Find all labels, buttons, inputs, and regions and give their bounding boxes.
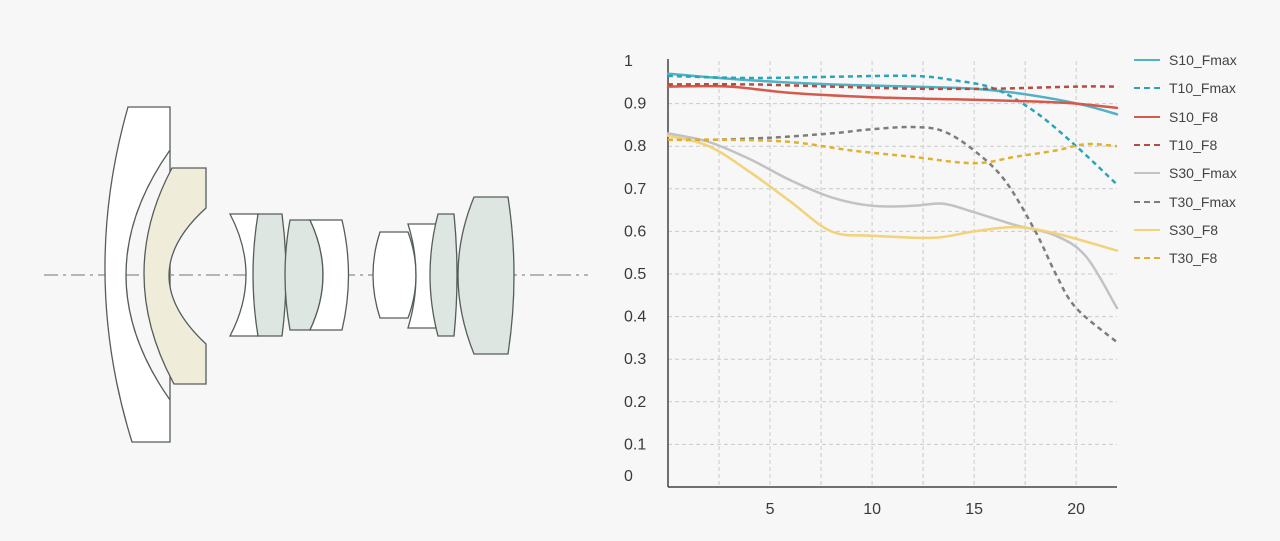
legend-label: T30_Fmax: [1169, 193, 1236, 210]
series-line-s10-fmax: [666, 72, 1119, 116]
y-tick-label: 0.8: [624, 138, 646, 155]
x-tick-label: 20: [1067, 501, 1085, 518]
y-tick-label: 0.4: [624, 309, 646, 326]
lens-element-9: [429, 213, 458, 337]
legend-item-t30-f8: T30_F8: [1134, 244, 1237, 272]
y-tick-label: 0.2: [624, 394, 646, 411]
legend-label: T10_Fmax: [1169, 80, 1236, 97]
chart-axes: [667, 59, 1117, 488]
y-tick-label: 0.1: [624, 436, 646, 453]
legend-label: S10_F8: [1169, 108, 1219, 125]
legend-label: T30_F8: [1169, 250, 1218, 267]
lens-diagram: [44, 106, 588, 443]
x-tick-label: 10: [863, 501, 881, 518]
lens-element-2: [143, 167, 207, 385]
chart-legend: S10_Fmax T10_Fmax S10_F8 T10_F8 S30_Fmax T30_…: [1134, 46, 1237, 272]
chart-grid: [668, 61, 1117, 487]
legend-label: S30_F8: [1169, 221, 1219, 238]
series-line-s30-fmax: [666, 132, 1119, 310]
series-line-t10-f8: [667, 83, 1118, 91]
lens-element-6: [308, 219, 350, 331]
x-tick-labels: 5 10 15 20: [766, 501, 1086, 518]
series-line-t30-fmax: [667, 125, 1118, 344]
legend-item-s10-fmax: S10_Fmax: [1134, 46, 1237, 74]
legend-item-t10-f8: T10_F8: [1134, 131, 1237, 159]
legend-item-t10-fmax: T10_Fmax: [1134, 74, 1237, 102]
series-lines: [666, 72, 1119, 344]
legend-item-s10-f8: S10_F8: [1134, 103, 1237, 131]
legend-swatch: [1134, 59, 1160, 62]
series-line-t10-fmax: [667, 74, 1118, 186]
legend-swatch: [1134, 144, 1160, 147]
y-tick-label: 0.3: [624, 351, 646, 368]
x-tick-label: 15: [965, 501, 983, 518]
lens-element-1: [104, 106, 171, 443]
y-tick-label: 0.9: [624, 96, 646, 113]
legend-swatch: [1134, 115, 1160, 118]
lens-element-7: [372, 231, 417, 319]
series-line-s10-f8: [666, 84, 1119, 110]
legend-swatch: [1134, 228, 1160, 231]
y-tick-label: 0: [624, 468, 633, 485]
y-tick-label: 0.7: [624, 181, 646, 198]
series-line-s30-f8: [666, 134, 1119, 252]
legend-label: T10_F8: [1169, 137, 1218, 154]
mtf-chart: 0 0.1 0.2 0.3 0.4 0.5 0.6 0.7 0.8 0.9 1 5 10 15 20: [624, 53, 1119, 518]
series-line-t30-f8: [667, 138, 1118, 165]
legend-item-s30-fmax: S30_Fmax: [1134, 159, 1237, 187]
legend-swatch: [1134, 87, 1160, 90]
legend-label: S10_Fmax: [1169, 52, 1237, 69]
x-tick-label: 5: [766, 501, 775, 518]
legend-swatch: [1134, 200, 1160, 203]
legend-label: S30_Fmax: [1169, 165, 1237, 182]
y-tick-labels: 0 0.1 0.2 0.3 0.4 0.5 0.6 0.7 0.8 0.9 1: [624, 53, 646, 485]
y-tick-label: 1: [624, 53, 633, 70]
legend-swatch: [1134, 257, 1160, 260]
y-tick-label: 0.5: [624, 266, 646, 283]
y-tick-label: 0.6: [624, 223, 646, 240]
legend-item-s30-f8: S30_F8: [1134, 216, 1237, 244]
lens-element-10: [457, 196, 515, 355]
legend-swatch: [1134, 172, 1160, 175]
legend-item-t30-fmax: T30_Fmax: [1134, 187, 1237, 215]
lens-element-4: [252, 213, 287, 337]
